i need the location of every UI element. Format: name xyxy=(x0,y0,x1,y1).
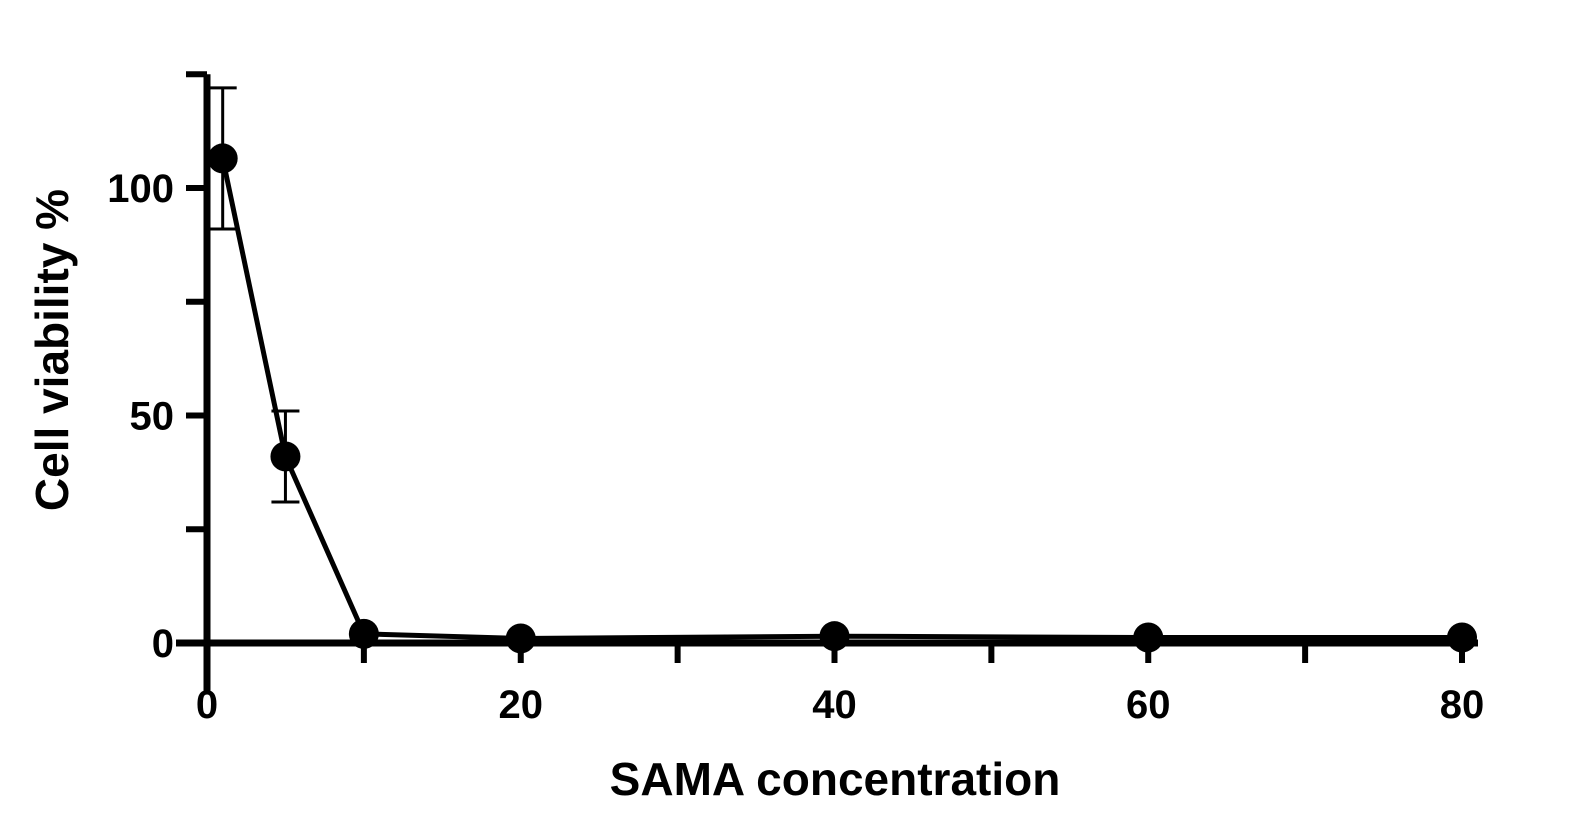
x-tick-label: 80 xyxy=(1440,683,1485,727)
data-point xyxy=(207,143,238,174)
x-tick-label: 20 xyxy=(499,683,544,727)
x-tick-label: 0 xyxy=(196,683,218,727)
y-tick-label: 50 xyxy=(130,395,175,439)
x-axis-title: SAMA concentration xyxy=(610,753,1061,805)
x-tick-label: 60 xyxy=(1126,683,1171,727)
data-point xyxy=(1447,622,1477,653)
data-point xyxy=(348,618,379,649)
series-line-path xyxy=(220,157,1462,641)
data-point xyxy=(270,441,301,472)
data-point xyxy=(505,623,536,654)
series-line xyxy=(220,157,1462,641)
data-point xyxy=(819,621,850,652)
y-tick-label: 100 xyxy=(107,167,174,211)
axes xyxy=(176,71,1478,694)
data-points xyxy=(207,143,1477,654)
x-tick-label: 40 xyxy=(812,683,857,727)
data-point xyxy=(1133,622,1164,653)
tick-labels: 0 50 100 0 20 40 60 80 xyxy=(107,167,1484,727)
y-axis-title: Cell viability % xyxy=(26,189,78,511)
y-tick-label: 0 xyxy=(152,622,174,666)
